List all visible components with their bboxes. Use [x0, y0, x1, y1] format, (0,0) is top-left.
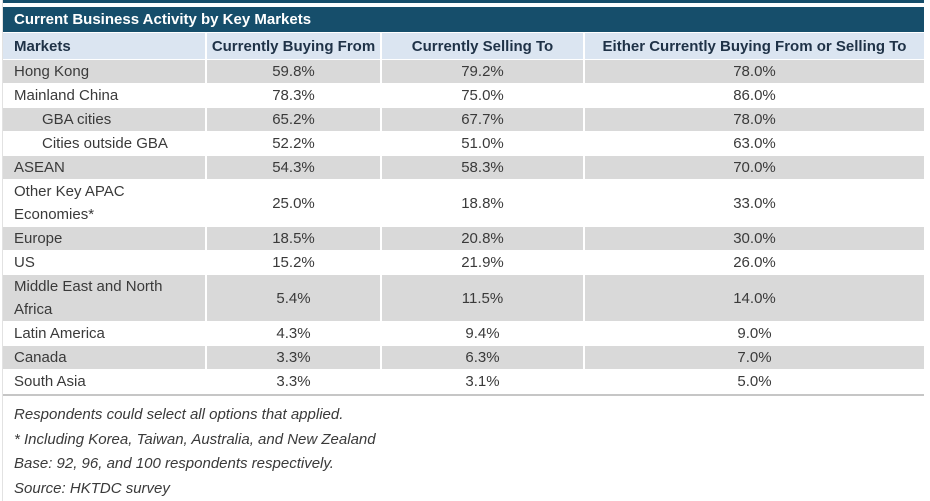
table-header-row: Markets Currently Buying From Currently …: [3, 33, 924, 60]
market-name-cell: Hong Kong: [3, 60, 205, 83]
value-cell: 78.0%: [583, 108, 924, 131]
value-cell: 3.3%: [205, 346, 380, 369]
value-cell: 14.0%: [583, 275, 924, 321]
value-cell: 18.8%: [380, 180, 583, 226]
value-cell: 70.0%: [583, 156, 924, 179]
value-cell: 26.0%: [583, 251, 924, 274]
value-cell: 4.3%: [205, 322, 380, 345]
value-cell: 58.3%: [380, 156, 583, 179]
value-cell: 5.4%: [205, 275, 380, 321]
value-cell: 7.0%: [583, 346, 924, 369]
table-title-bar: Current Business Activity by Key Markets: [3, 7, 924, 33]
column-header-currently-buying-from: Currently Buying From: [205, 33, 380, 59]
value-cell: 30.0%: [583, 227, 924, 250]
value-cell: 3.1%: [380, 370, 583, 393]
market-name-cell: Europe: [3, 227, 205, 250]
market-name-cell: ASEAN: [3, 156, 205, 179]
value-cell: 78.0%: [583, 60, 924, 83]
market-name-cell: Other Key APAC Economies*: [3, 180, 205, 226]
value-cell: 67.7%: [380, 108, 583, 131]
value-cell: 59.8%: [205, 60, 380, 83]
value-cell: 33.0%: [583, 180, 924, 226]
market-name-cell: GBA cities: [3, 108, 205, 131]
value-cell: 52.2%: [205, 132, 380, 155]
footnote-line: * Including Korea, Taiwan, Australia, an…: [14, 428, 924, 453]
value-cell: 20.8%: [380, 227, 583, 250]
value-cell: 15.2%: [205, 251, 380, 274]
column-header-either-buying-or-selling: Either Currently Buying From or Selling …: [583, 33, 924, 59]
market-name-cell: Latin America: [3, 322, 205, 345]
value-cell: 21.9%: [380, 251, 583, 274]
footnote-line: Respondents could select all options tha…: [14, 403, 924, 428]
value-cell: 3.3%: [205, 370, 380, 393]
value-cell: 9.0%: [583, 322, 924, 345]
market-name-cell: Canada: [3, 346, 205, 369]
value-cell: 6.3%: [380, 346, 583, 369]
column-header-markets: Markets: [3, 33, 205, 59]
market-name-cell: Middle East and North Africa: [3, 275, 205, 321]
value-cell: 51.0%: [380, 132, 583, 155]
footnote-line: Base: 92, 96, and 100 respondents respec…: [14, 452, 924, 477]
table-row: Other Key APAC Economies*25.0%18.8%33.0%: [3, 180, 924, 227]
column-header-currently-selling-to: Currently Selling To: [380, 33, 583, 59]
market-name-cell: US: [3, 251, 205, 274]
value-cell: 25.0%: [205, 180, 380, 226]
value-cell: 9.4%: [380, 322, 583, 345]
value-cell: 18.5%: [205, 227, 380, 250]
value-cell: 63.0%: [583, 132, 924, 155]
footnote-line: Source: HKTDC survey: [14, 477, 924, 501]
market-name-cell: Mainland China: [3, 84, 205, 107]
value-cell: 5.0%: [583, 370, 924, 393]
value-cell: 78.3%: [205, 84, 380, 107]
value-cell: 75.0%: [380, 84, 583, 107]
footnotes: Respondents could select all options tha…: [3, 396, 924, 501]
market-name-cell: Cities outside GBA: [3, 132, 205, 155]
value-cell: 79.2%: [380, 60, 583, 83]
market-name-cell: South Asia: [3, 370, 205, 393]
value-cell: 54.3%: [205, 156, 380, 179]
value-cell: 65.2%: [205, 108, 380, 131]
table-title: Current Business Activity by Key Markets: [14, 11, 311, 28]
value-cell: 11.5%: [380, 275, 583, 321]
value-cell: 86.0%: [583, 84, 924, 107]
